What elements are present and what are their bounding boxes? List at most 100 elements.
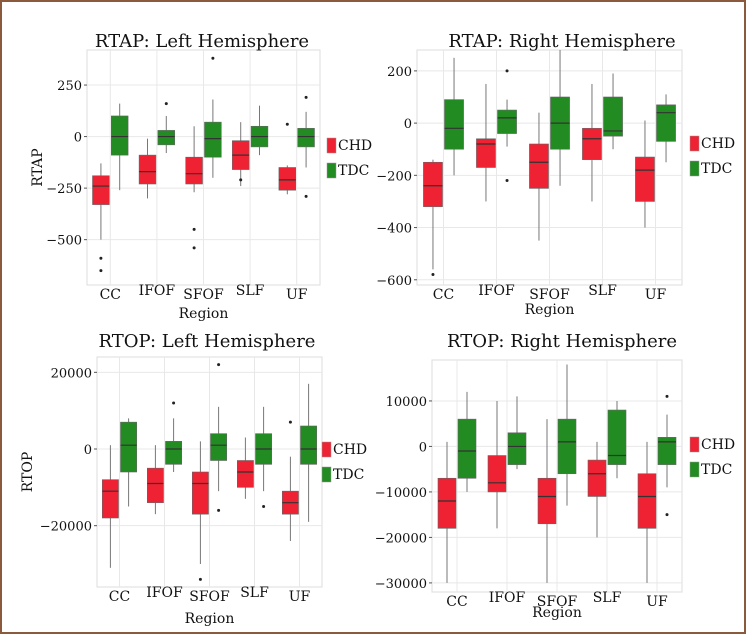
x-tick-label: UF	[645, 287, 667, 303]
x-tick-label: SFOF	[529, 287, 570, 303]
x-tick-label: SLF	[240, 585, 269, 601]
box-chd-ifof	[138, 138, 157, 199]
box-body	[120, 421, 138, 473]
box-chd-slf	[582, 83, 602, 202]
box-tdc-ifof	[507, 396, 527, 470]
box-tdc-sfof	[210, 363, 228, 512]
outlier-point	[665, 394, 669, 398]
box-body	[507, 432, 527, 465]
outlier-point	[99, 269, 103, 273]
legend-swatch-tdc	[689, 461, 700, 478]
y-tick-label: 0	[419, 440, 427, 455]
box-body	[635, 156, 655, 202]
chart-panel-3: RTOP: Left Hemisphere 20000 0 −20000 RTOP CC I…	[20, 331, 367, 627]
box-tdc-ifof	[165, 401, 183, 472]
box-tdc-sfof	[204, 56, 222, 178]
legend-swatch-chd	[321, 441, 332, 458]
outlier-point	[431, 273, 435, 277]
x-tick-label: SLF	[588, 283, 617, 299]
box-body	[557, 418, 577, 475]
legend-swatch-tdc	[689, 160, 700, 177]
legend: CHD TDC	[689, 436, 735, 478]
box-body	[165, 441, 183, 465]
y-axis-label: RTAP	[30, 148, 46, 186]
chart-title: RTAP: Right Hemisphere	[448, 31, 675, 52]
box-body	[102, 479, 119, 519]
outlier-point	[304, 194, 308, 198]
chart-title: RTAP: Left Hemisphere	[95, 31, 309, 52]
y-tick-label: −600	[376, 274, 412, 289]
box-tdc-cc	[111, 103, 129, 191]
legend-label-tdc: TDC	[701, 462, 732, 478]
outlier-point	[172, 401, 176, 405]
chart-title: RTOP: Left Hemisphere	[99, 331, 316, 352]
outlier-point	[262, 505, 266, 508]
box-tdc-uf	[657, 394, 677, 517]
box-chd-sfof	[185, 126, 203, 250]
box-body	[278, 167, 297, 191]
box-tdc-slf	[607, 400, 627, 479]
y-tick-label: −10000	[375, 486, 427, 501]
box-body	[192, 471, 209, 515]
box-body	[185, 156, 203, 185]
x-tick-label: SFOF	[537, 594, 578, 610]
box-tdc-slf	[250, 105, 269, 156]
box-body	[587, 459, 607, 497]
box-chd-slf	[232, 122, 250, 187]
x-tick-label: IFOF	[139, 283, 176, 299]
outlier-point	[217, 363, 221, 367]
box-body	[210, 433, 228, 461]
y-tick-label: 10000	[386, 395, 427, 410]
box-body	[204, 121, 222, 158]
chart-panel-1: RTAP: Left Hemisphere 250 0 −250 −500 RTAP CC I…	[30, 31, 372, 322]
legend-swatch-chd	[689, 436, 700, 453]
legend: CHD TDC	[321, 441, 367, 483]
box-body	[537, 477, 557, 525]
legend-swatch-chd	[689, 135, 700, 152]
box-tdc-cc	[120, 418, 138, 507]
outlier-point	[665, 513, 669, 517]
legend-label-chd: CHD	[701, 136, 735, 152]
box-body	[497, 109, 517, 134]
box-chd-sfof	[192, 441, 209, 581]
outlier-point	[505, 69, 509, 73]
x-tick-label: CC	[100, 287, 121, 303]
outlier-point	[285, 122, 289, 126]
box-chd-slf	[587, 441, 607, 538]
box-chd-uf	[637, 441, 657, 583]
x-tick-label: IFOF	[478, 283, 515, 299]
box-chd-slf	[237, 437, 254, 499]
outlier-point	[192, 246, 196, 250]
box-tdc-uf	[656, 94, 676, 163]
y-tick-label: 250	[57, 79, 82, 94]
y-tick-label: 0	[404, 117, 412, 132]
legend-label-chd: CHD	[333, 442, 367, 458]
box-tdc-ifof	[497, 69, 517, 183]
outlier-point	[505, 179, 509, 183]
y-tick-label: −20000	[375, 531, 427, 546]
chart-panel-2: RTAP: Right Hemisphere 200 0 −200 −400 −600 CC…	[376, 31, 735, 318]
outlier-point	[211, 56, 215, 60]
x-tick-label: CC	[433, 287, 454, 303]
y-tick-label: 0	[74, 131, 82, 146]
box-tdc-uf	[300, 383, 318, 522]
x-axis-label: Region	[185, 611, 235, 627]
box-chd-uf	[281, 420, 299, 541]
box-chd-cc	[437, 441, 457, 583]
x-axis-label: Region	[525, 302, 575, 318]
y-tick-label: −500	[46, 234, 82, 249]
x-tick-label: IFOF	[489, 590, 526, 606]
box-body	[92, 175, 110, 205]
box-chd-ifof	[487, 400, 507, 529]
legend: CHD TDC	[689, 135, 735, 177]
outlier-point	[192, 227, 196, 231]
legend: CHD TDC	[326, 137, 372, 179]
x-tick-label: UF	[286, 287, 308, 303]
x-tick-label: CC	[446, 594, 467, 610]
y-tick-label: −20000	[40, 520, 92, 535]
box-body	[457, 418, 477, 479]
box-body	[157, 130, 175, 146]
y-tick-label: −200	[376, 169, 412, 184]
box-chd-cc	[102, 445, 119, 568]
